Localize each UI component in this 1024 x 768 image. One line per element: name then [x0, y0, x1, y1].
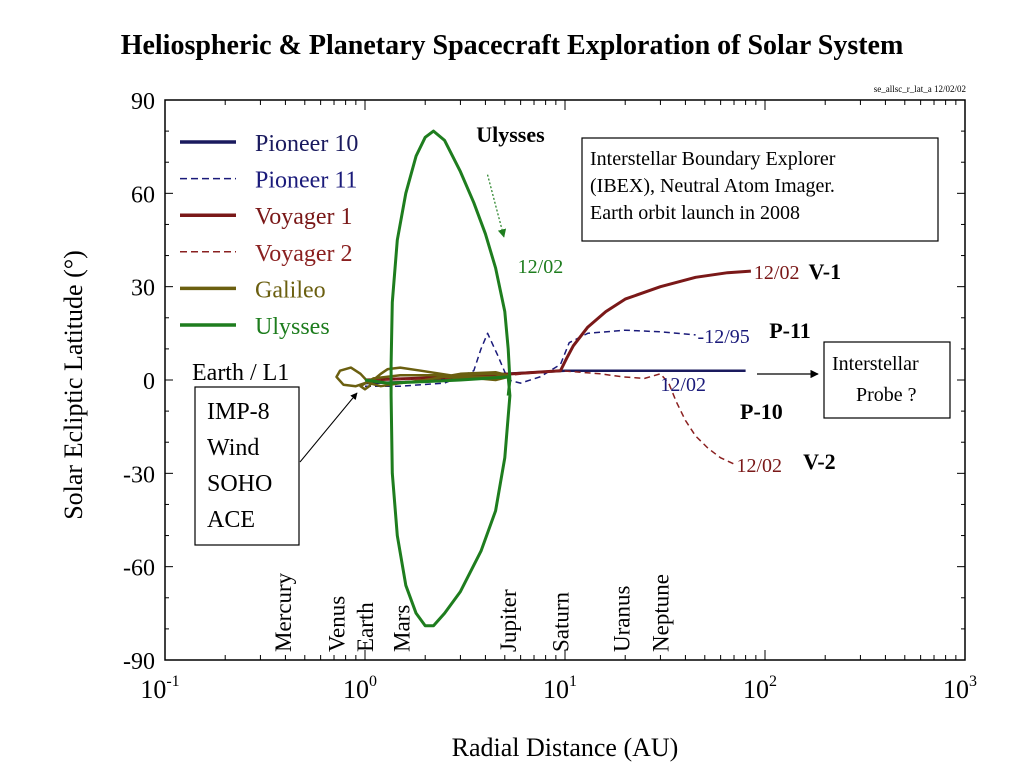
series-line-ulysses: [364, 129, 512, 628]
x-tick-label: 10-1: [140, 673, 179, 704]
file-tag: se_allsc_r_lat_a 12/02/02: [874, 84, 966, 94]
earth-l1-title: Earth / L1: [192, 360, 289, 386]
interstellar-line: Interstellar: [832, 353, 919, 375]
planet-label-mars: Mars: [389, 605, 414, 652]
date-label: 12/02: [754, 262, 800, 284]
y-tick-label: 30: [131, 276, 155, 302]
earth-l1-spacecraft: ACE: [207, 507, 255, 533]
planet-label-neptune: Neptune: [649, 574, 674, 652]
ulysses-arrow: [486, 174, 507, 238]
earth-l1-box: [194, 386, 300, 546]
series-line-galileo: [335, 366, 510, 391]
ibex-box: [581, 137, 939, 242]
interstellar-box: [823, 341, 951, 419]
y-tick-label: -90: [123, 649, 155, 675]
earth-l1-spacecraft: SOHO: [207, 471, 272, 497]
planet-label-venus: Venus: [324, 596, 349, 652]
x-axis-label: Radial Distance (AU): [452, 733, 679, 762]
y-axis-label: Solar Ecliptic Latitude (°): [59, 250, 88, 520]
legend-label: Voyager 1: [255, 204, 353, 230]
x-tick-label: 101: [543, 673, 577, 704]
legend-label: Pioneer 10: [255, 131, 358, 157]
y-tick-label: -60: [123, 556, 155, 582]
date-label: 12/02: [736, 455, 782, 477]
planet-label-mercury: Mercury: [271, 572, 296, 652]
y-tick-label: 0: [143, 369, 155, 395]
page-title: Heliospheric & Planetary Spacecraft Expl…: [120, 30, 904, 61]
earth-l1-spacecraft: IMP-8: [207, 399, 270, 425]
planet-label-jupiter: Jupiter: [496, 589, 521, 652]
date-label: 12/02: [660, 374, 706, 396]
spacecraft-label: V-2: [803, 449, 836, 474]
planet-label-earth: Earth: [353, 602, 378, 652]
legend-label: Voyager 2: [255, 241, 353, 267]
x-tick-label: 103: [943, 673, 977, 704]
legend-label: Galileo: [255, 277, 326, 303]
earth-l1-arrow: [299, 392, 358, 463]
x-tick-label: 102: [743, 673, 777, 704]
planet-label-uranus: Uranus: [610, 586, 635, 652]
date-label: 12/02: [518, 256, 564, 278]
y-tick-label: -30: [123, 462, 155, 488]
interstellar-line: Probe ?: [856, 384, 917, 406]
spacecraft-label: V-1: [808, 259, 841, 284]
ibex-line: Interstellar Boundary Explorer: [590, 148, 836, 170]
series-line-voyager-1: [364, 269, 752, 382]
legend-label: Ulysses: [255, 314, 330, 340]
spacecraft-label: P-11: [769, 318, 811, 343]
y-tick-label: 90: [131, 89, 155, 115]
date-label: -12/95: [698, 326, 750, 348]
earth-l1-spacecraft: Wind: [207, 435, 259, 461]
x-tick-label: 100: [343, 673, 377, 704]
series-line-voyager-2: [364, 369, 735, 465]
ibex-line: (IBEX), Neutral Atom Imager.: [590, 175, 835, 197]
planet-label-saturn: Saturn: [549, 591, 574, 652]
spacecraft-label: P-10: [740, 399, 783, 424]
legend-label: Pioneer 11: [255, 168, 357, 194]
y-tick-label: 60: [131, 182, 155, 208]
spacecraft-label: Ulysses: [476, 122, 545, 147]
ibex-line: Earth orbit launch in 2008: [590, 202, 800, 224]
